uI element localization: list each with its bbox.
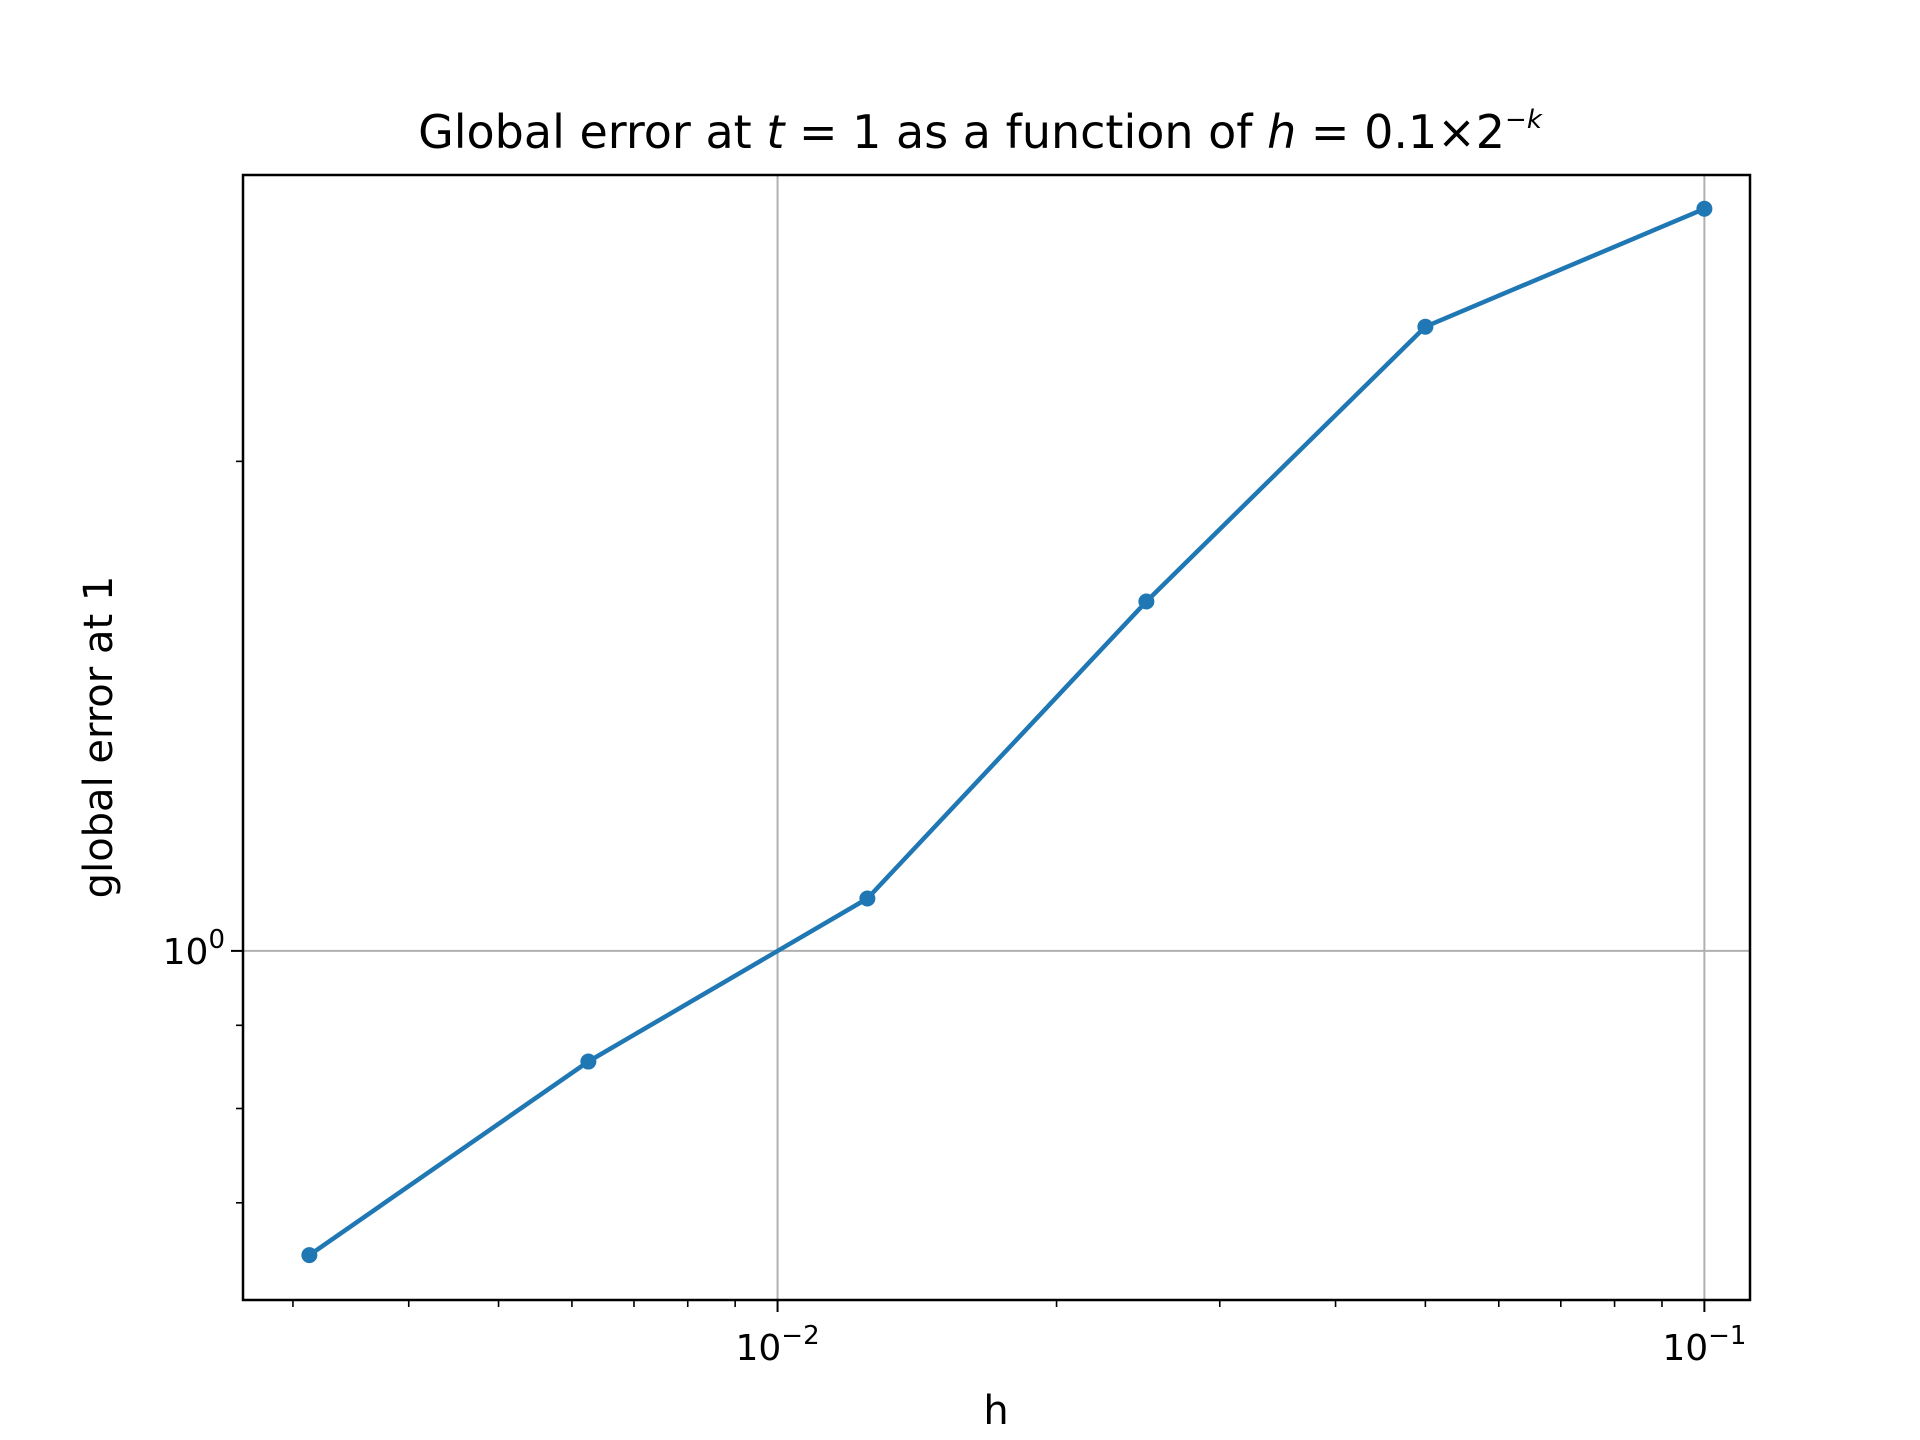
series-layer (301, 200, 1713, 1264)
data-point (1417, 318, 1434, 335)
x-tick-label: 10−1 (1662, 1321, 1746, 1369)
data-point (1696, 200, 1713, 217)
series-line (307, 206, 1707, 1258)
plot-frame (241, 173, 1752, 1302)
y-axis-label: global error at 1 (76, 576, 122, 899)
data-point (301, 1247, 318, 1264)
grid-lines (243, 175, 1750, 1300)
x-axis-label: h (983, 1388, 1008, 1434)
data-point (580, 1053, 597, 1070)
x-tick-label: 10−2 (735, 1321, 819, 1369)
data-point (859, 890, 876, 907)
chart-title: Global error at t = 1 as a function of h… (418, 105, 1543, 159)
data-point (1138, 593, 1155, 610)
y-tick-label: 100 (163, 925, 225, 973)
